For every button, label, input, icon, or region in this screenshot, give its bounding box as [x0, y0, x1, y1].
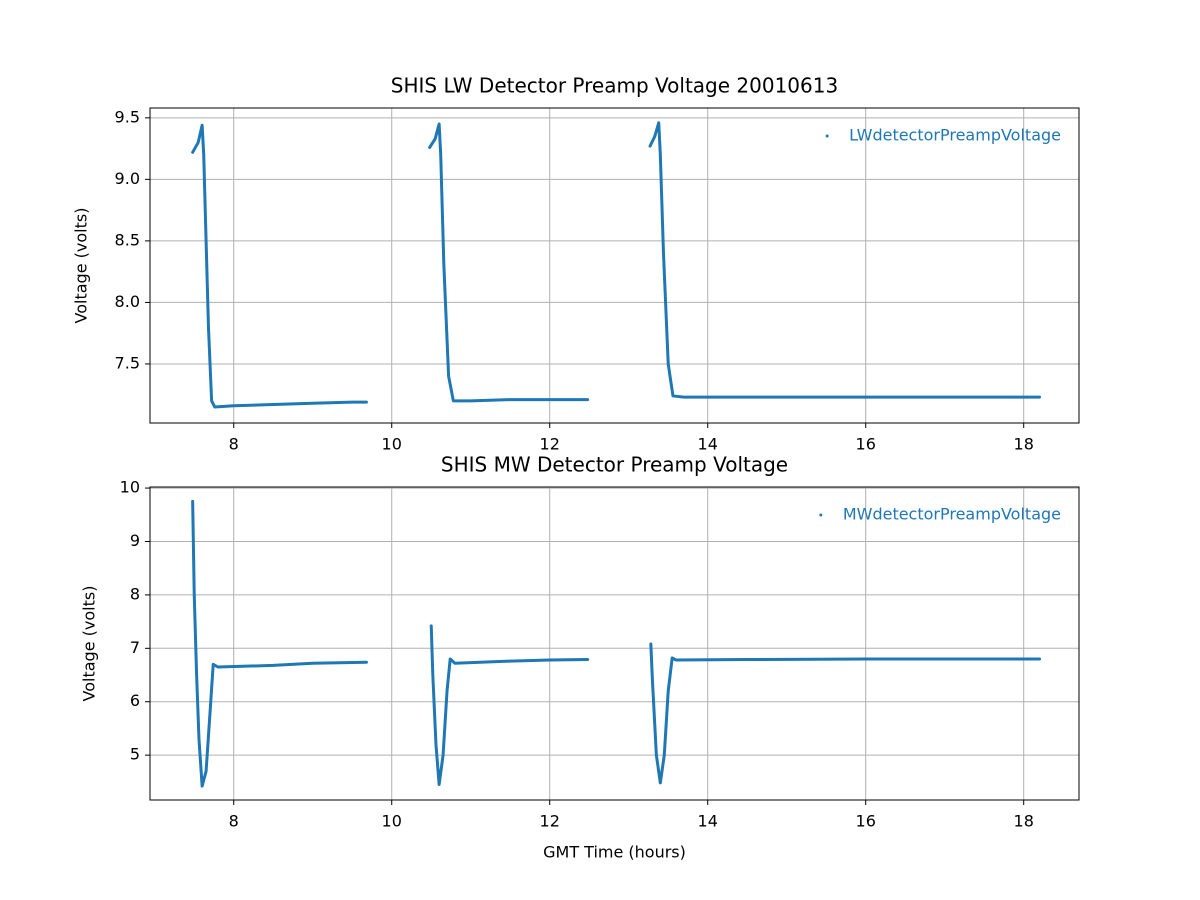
- data-line: [191, 499, 1041, 788]
- x-tick-label: 10: [382, 435, 402, 454]
- y-tick-label: 8: [130, 584, 140, 603]
- x-tick-label: 18: [1014, 812, 1034, 831]
- y-tick-label: 9.5: [115, 107, 140, 126]
- y-tick-label: 9: [130, 531, 140, 550]
- x-tick-label: 16: [856, 812, 876, 831]
- axes-frame: [149, 486, 1080, 801]
- y-axis-label: Voltage (volts): [72, 208, 91, 324]
- y-tick-label: 6: [130, 691, 140, 710]
- data-line: [191, 121, 1041, 409]
- y-tick-label: 5: [130, 745, 140, 764]
- legend-label: LWdetectorPreampVoltage: [849, 126, 1061, 145]
- x-tick-label: 14: [698, 812, 718, 831]
- y-axis-label: Voltage (volts): [80, 586, 99, 702]
- x-tick-label: 14: [698, 435, 718, 454]
- legend-marker: [819, 513, 823, 517]
- legend-marker: [825, 134, 829, 138]
- x-tick-label: 18: [1014, 435, 1034, 454]
- y-tick-label: 8.5: [115, 230, 140, 249]
- x-tick-label: 12: [540, 435, 560, 454]
- x-axis-label: GMT Time (hours): [543, 843, 686, 862]
- x-tick-label: 8: [229, 435, 239, 454]
- x-tick-label: 8: [229, 812, 239, 831]
- y-tick-label: 8.0: [115, 292, 140, 311]
- legend-label: MWdetectorPreampVoltage: [843, 505, 1061, 524]
- chart-title: SHIS LW Detector Preamp Voltage 20010613: [391, 74, 838, 98]
- axes-frame: [149, 107, 1080, 424]
- x-tick-label: 10: [382, 812, 402, 831]
- y-tick-label: 7: [130, 638, 140, 657]
- chart-title: SHIS MW Detector Preamp Voltage: [441, 453, 788, 477]
- y-tick-label: 10: [120, 478, 140, 497]
- y-tick-label: 9.0: [115, 169, 140, 188]
- y-tick-label: 7.5: [115, 353, 140, 372]
- x-tick-label: 12: [540, 812, 560, 831]
- x-tick-label: 16: [856, 435, 876, 454]
